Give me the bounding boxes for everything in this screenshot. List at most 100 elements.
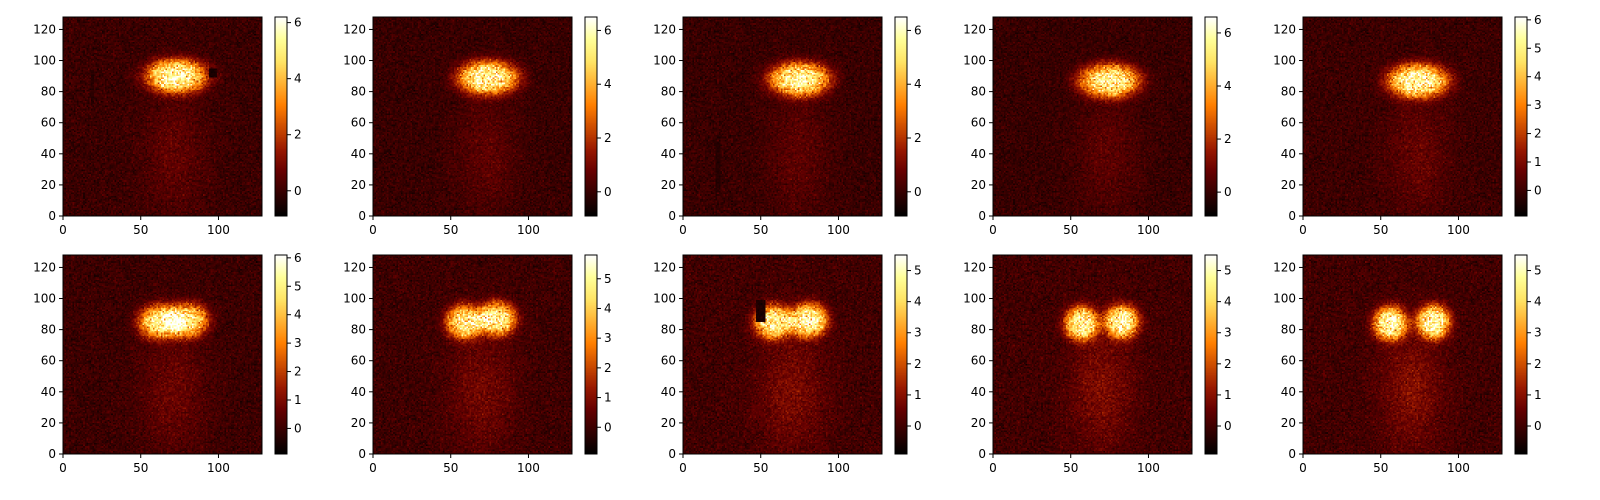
colorbar-gradient (585, 17, 597, 216)
y-tick-label: 100 (343, 292, 366, 306)
y-tick-label: 0 (48, 447, 56, 461)
colorbar-gradient (1515, 255, 1527, 454)
heatmap-image (683, 255, 882, 454)
colorbar-tick-label: 0 (1224, 419, 1232, 433)
y-tick-label: 60 (1281, 116, 1296, 130)
y-tick-label: 40 (661, 147, 676, 161)
y-tick-label: 40 (41, 147, 56, 161)
y-tick-label: 100 (963, 292, 986, 306)
colorbar-tick-label: 2 (604, 131, 612, 145)
colorbar-tick-label: 5 (1224, 264, 1232, 278)
y-tick-label: 40 (351, 147, 366, 161)
colorbar-tick-label: 3 (604, 331, 612, 345)
colorbar-gradient (1515, 17, 1527, 216)
y-tick-label: 80 (351, 323, 366, 337)
y-tick-label: 120 (963, 260, 986, 274)
y-tick-label: 0 (48, 209, 56, 223)
y-tick-label: 120 (1273, 260, 1296, 274)
y-tick-label: 40 (1281, 385, 1296, 399)
colorbar-frame (894, 16, 908, 217)
y-tick-label: 60 (41, 354, 56, 368)
axes-frame (372, 16, 573, 217)
colorbar-tick-label: 0 (914, 419, 922, 433)
x-tick-label: 50 (1373, 461, 1388, 475)
colorbar-tick-label: 2 (914, 131, 922, 145)
heatmap-panel-1: 0 50 100 0 20 40 60 80 100 120 0 2 4 6 (33, 16, 302, 237)
colorbar-frame (1514, 16, 1528, 217)
colorbar-tick-label: 4 (914, 295, 922, 309)
colorbar-tick-label: 2 (294, 128, 302, 142)
colorbar-tick-label: 2 (1534, 127, 1542, 141)
colorbar-tick-label: 1 (1534, 155, 1542, 169)
x-tick-label: 0 (59, 223, 67, 237)
colorbar-tick-label: 3 (294, 336, 302, 350)
colorbar-tick-label: 1 (1224, 388, 1232, 402)
x-tick-label: 0 (679, 461, 687, 475)
y-tick-label: 100 (33, 54, 56, 68)
y-tick-label: 100 (653, 292, 676, 306)
heatmap-panel-6: 0 50 100 0 20 40 60 80 100 120 0 1 2 3 4 5 6 (33, 251, 302, 475)
heatmap-panel-2: 0 50 100 0 20 40 60 80 100 120 0 2 4 6 (343, 16, 612, 237)
y-tick-label: 120 (963, 22, 986, 36)
y-tick-label: 60 (351, 354, 366, 368)
y-tick-label: 120 (653, 22, 676, 36)
colorbar-tick-label: 3 (1224, 326, 1232, 340)
colorbar-tick-label: 4 (1224, 295, 1232, 309)
colorbar-tick-label: 5 (1534, 264, 1542, 278)
heatmap-image (683, 17, 882, 216)
y-tick-label: 100 (653, 54, 676, 68)
x-tick-label: 100 (207, 461, 230, 475)
y-tick-label: 40 (41, 385, 56, 399)
y-tick-label: 80 (971, 323, 986, 337)
colorbar-frame (274, 254, 288, 455)
y-tick-label: 120 (343, 22, 366, 36)
colorbar-frame (584, 254, 598, 455)
heatmap-panel-9: 0 50 100 0 20 40 60 80 100 120 0 1 2 3 4 5 (963, 254, 1232, 475)
axes-frame (1302, 16, 1503, 217)
y-tick-label: 100 (343, 54, 366, 68)
axes-frame (992, 16, 1193, 217)
colorbar-tick-label: 5 (604, 272, 612, 286)
x-tick-label: 0 (59, 461, 67, 475)
y-tick-label: 40 (351, 385, 366, 399)
colorbar-tick-label: 1 (914, 388, 922, 402)
x-tick-label: 50 (1063, 461, 1078, 475)
colorbar-tick-label: 2 (294, 365, 302, 379)
y-tick-label: 120 (33, 260, 56, 274)
y-tick-label: 120 (1273, 22, 1296, 36)
x-tick-label: 50 (443, 461, 458, 475)
y-tick-label: 60 (1281, 354, 1296, 368)
colorbar-frame (1514, 254, 1528, 455)
colorbar-tick-label: 5 (294, 279, 302, 293)
colorbar-tick-label: 2 (1534, 357, 1542, 371)
x-tick-label: 0 (989, 223, 997, 237)
heatmap-image (63, 255, 262, 454)
y-tick-label: 60 (41, 116, 56, 130)
y-tick-label: 20 (351, 416, 366, 430)
colorbar-tick-label: 4 (1534, 70, 1542, 84)
colorbar-tick-label: 0 (1224, 185, 1232, 199)
colorbar-tick-label: 2 (604, 361, 612, 375)
axes-frame (682, 16, 883, 217)
heatmap-image (1303, 255, 1502, 454)
colorbar-tick-label: 6 (1224, 26, 1232, 40)
y-tick-label: 100 (963, 54, 986, 68)
colorbar-gradient (895, 255, 907, 454)
colorbar-tick-label: 2 (914, 357, 922, 371)
y-tick-label: 20 (41, 178, 56, 192)
y-tick-label: 80 (661, 323, 676, 337)
y-tick-label: 60 (661, 116, 676, 130)
heatmap-image (1303, 17, 1502, 216)
y-tick-label: 80 (971, 85, 986, 99)
colorbar-tick-label: 5 (914, 264, 922, 278)
y-tick-label: 120 (33, 22, 56, 36)
colorbar-gradient (275, 255, 287, 454)
axes-frame (992, 254, 1193, 455)
x-tick-label: 50 (443, 223, 458, 237)
colorbar-tick-label: 4 (1534, 295, 1542, 309)
colorbar-tick-label: 6 (914, 23, 922, 37)
y-tick-label: 60 (351, 116, 366, 130)
x-tick-label: 100 (827, 461, 850, 475)
heatmap-panel-4: 0 50 100 0 20 40 60 80 100 120 0 2 4 6 (963, 16, 1232, 237)
colorbar-gradient (275, 17, 287, 216)
